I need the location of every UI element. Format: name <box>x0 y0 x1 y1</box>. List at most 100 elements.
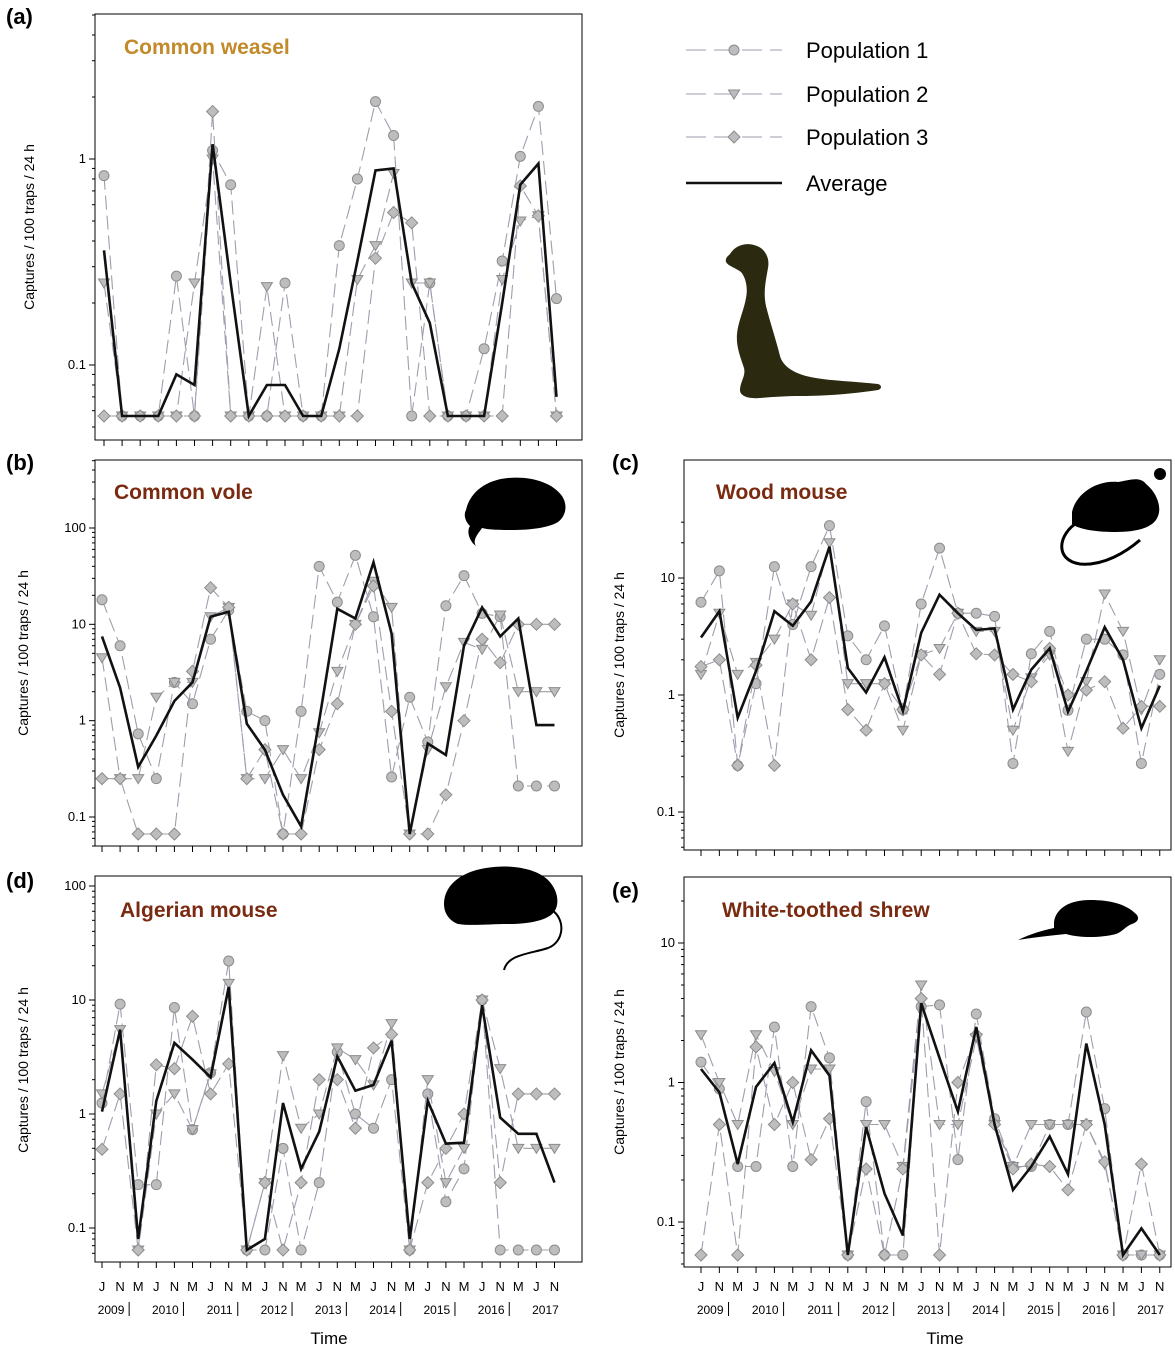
data-point <box>731 669 745 681</box>
y-tick-label: 0.1 <box>68 809 86 824</box>
data-point <box>350 409 365 423</box>
month-label: M <box>513 1279 524 1294</box>
data-point <box>259 1244 271 1256</box>
year-label: 2014 <box>369 1303 396 1317</box>
data-point <box>548 687 561 698</box>
x-axis-title-right: Time <box>926 1329 963 1348</box>
data-point <box>1153 699 1167 714</box>
month-label: J <box>370 1279 377 1294</box>
data-point <box>914 991 928 1006</box>
panel-b: (b) Common vole Captures / 100 traps / 2… <box>6 450 583 852</box>
data-point <box>149 1058 164 1072</box>
data-point <box>731 1119 745 1131</box>
data-point <box>878 1119 891 1131</box>
data-point <box>730 1248 745 1262</box>
data-point <box>786 597 800 611</box>
data-point <box>240 771 254 786</box>
month-label: N <box>278 1279 287 1294</box>
data-point <box>188 278 201 289</box>
month-label: N <box>990 1279 999 1294</box>
month-label: M <box>350 1279 361 1294</box>
data-point <box>114 998 126 1010</box>
data-point <box>804 1152 818 1167</box>
year-label: 2010 <box>152 1303 179 1317</box>
data-point <box>767 758 782 773</box>
data-point <box>294 827 308 841</box>
weasel-icon <box>725 244 881 399</box>
population-line <box>700 998 1161 1256</box>
data-point <box>547 617 562 632</box>
data-point <box>551 293 562 305</box>
x-axis-title-left: Time <box>310 1329 347 1348</box>
data-point <box>404 216 419 230</box>
panel-c-letter: (c) <box>612 450 639 475</box>
data-point <box>530 1244 542 1256</box>
average-line <box>699 546 1161 733</box>
data-point <box>787 1160 799 1172</box>
panel-a-frame <box>94 13 583 441</box>
data-point <box>279 277 291 289</box>
month-label: J <box>479 1279 486 1294</box>
average-line <box>102 144 558 420</box>
data-point <box>877 1248 892 1262</box>
data-point <box>1006 725 1020 737</box>
data-point <box>404 691 416 703</box>
panel-a-ylabel: Captures / 100 traps / 24 h <box>21 144 37 310</box>
year-label: 2017 <box>532 1303 559 1317</box>
year-label: 2011 <box>807 1303 833 1317</box>
data-point <box>786 1075 800 1090</box>
data-point <box>1061 1119 1075 1131</box>
data-point <box>879 620 890 632</box>
data-point <box>915 598 927 610</box>
data-point <box>933 1119 946 1131</box>
month-label: M <box>296 1279 307 1294</box>
month-label: N <box>935 1279 944 1294</box>
data-point <box>149 692 163 704</box>
data-point <box>495 409 509 423</box>
panel-e-title: White-toothed shrew <box>722 899 930 922</box>
data-point <box>951 1075 965 1090</box>
data-point <box>514 150 526 162</box>
month-label: N <box>387 1279 396 1294</box>
data-point <box>1153 655 1167 666</box>
y-tick-label: 1 <box>668 1075 675 1090</box>
data-point <box>294 1123 308 1135</box>
y-tick-label: 1 <box>668 687 675 702</box>
month-label: N <box>1045 1279 1054 1294</box>
data-point <box>205 633 217 645</box>
month-label: J <box>207 1279 214 1294</box>
data-point <box>114 640 126 652</box>
data-point <box>421 1075 435 1086</box>
data-point <box>113 771 127 786</box>
data-point <box>804 1064 818 1075</box>
data-point <box>1043 1119 1057 1131</box>
data-point <box>276 827 290 841</box>
panel-e-series <box>694 980 1167 1262</box>
year-label: 2009 <box>697 1303 724 1317</box>
month-label: M <box>1008 1279 1019 1294</box>
panel-b-series <box>95 549 562 841</box>
data-point <box>951 1119 965 1131</box>
data-point <box>421 827 435 841</box>
mouse-icon <box>1060 468 1166 566</box>
panel-e-ylabel: Captures / 100 traps / 24 h <box>611 989 627 1155</box>
data-point <box>1135 1250 1148 1261</box>
data-point <box>1098 589 1112 600</box>
month-label: J <box>918 1279 925 1294</box>
data-point <box>749 1040 763 1054</box>
data-point <box>823 538 836 549</box>
average-line <box>100 986 556 1253</box>
data-point <box>131 774 145 785</box>
data-point <box>457 713 471 728</box>
month-label: J <box>533 1279 540 1294</box>
data-point <box>259 715 271 727</box>
data-point <box>932 1248 947 1262</box>
data-point <box>368 611 379 623</box>
data-point <box>896 725 910 737</box>
month-label: M <box>842 1279 853 1294</box>
data-point <box>295 1244 307 1256</box>
y-tick-label: 1 <box>79 151 86 166</box>
month-label: N <box>715 1279 724 1294</box>
data-point <box>987 648 1002 662</box>
